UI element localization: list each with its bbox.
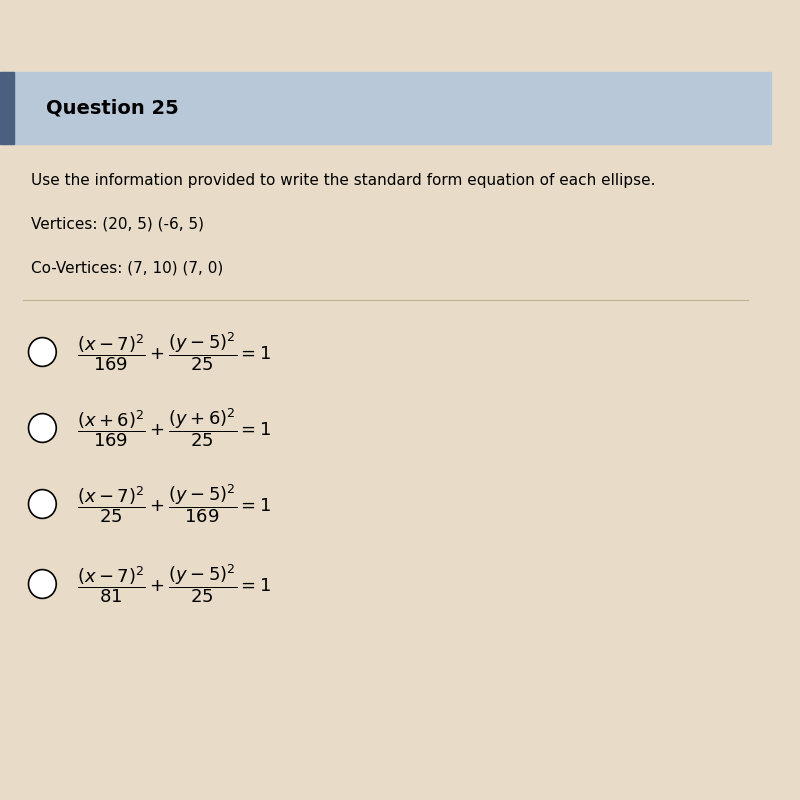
Text: $\dfrac{(x+6)^{2}}{169} + \dfrac{(y+6)^{2}}{25} = 1$: $\dfrac{(x+6)^{2}}{169} + \dfrac{(y+6)^{… <box>77 406 271 450</box>
Text: Vertices: (20, 5) (-6, 5): Vertices: (20, 5) (-6, 5) <box>31 217 204 231</box>
Circle shape <box>29 414 56 442</box>
Circle shape <box>29 338 56 366</box>
Text: Co-Vertices: (7, 10) (7, 0): Co-Vertices: (7, 10) (7, 0) <box>31 261 223 275</box>
Circle shape <box>29 570 56 598</box>
Text: $\dfrac{(x-7)^{2}}{25} + \dfrac{(y-5)^{2}}{169} = 1$: $\dfrac{(x-7)^{2}}{25} + \dfrac{(y-5)^{2… <box>77 482 271 526</box>
FancyBboxPatch shape <box>0 72 14 144</box>
Text: $\dfrac{(x-7)^{2}}{169} + \dfrac{(y-5)^{2}}{25} = 1$: $\dfrac{(x-7)^{2}}{169} + \dfrac{(y-5)^{… <box>77 330 271 374</box>
Text: Question 25: Question 25 <box>46 98 179 118</box>
Text: $\dfrac{(x-7)^{2}}{81} + \dfrac{(y-5)^{2}}{25} = 1$: $\dfrac{(x-7)^{2}}{81} + \dfrac{(y-5)^{2… <box>77 562 271 606</box>
Circle shape <box>29 490 56 518</box>
FancyBboxPatch shape <box>0 72 770 144</box>
Text: Use the information provided to write the standard form equation of each ellipse: Use the information provided to write th… <box>31 173 655 187</box>
